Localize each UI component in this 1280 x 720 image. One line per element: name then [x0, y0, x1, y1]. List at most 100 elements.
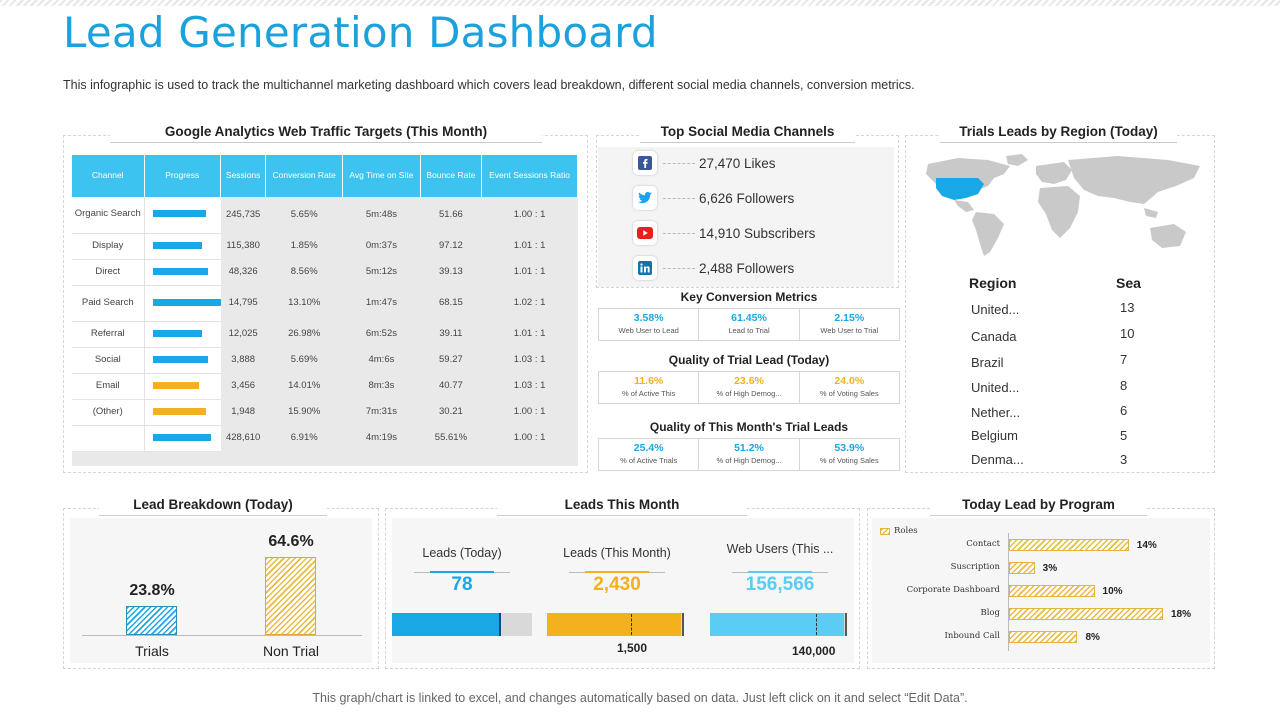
- arrow-icon: [663, 232, 695, 234]
- arrow-icon: [663, 267, 695, 269]
- ga-cell-sessions: 3,456: [231, 379, 256, 391]
- region-name: United...: [971, 302, 1020, 317]
- top-stripe: [0, 0, 1280, 6]
- ga-cell-channel: [72, 425, 145, 452]
- ga-cell-ratio: 1.01 : 1: [513, 327, 546, 339]
- ga-cell-sessions: 14,795: [228, 296, 258, 308]
- metric-cell: 53.9% % of Voting Sales: [800, 439, 899, 470]
- ga-row: Referral 12,025 26.98% 6m:52s 39.11 1.01 : 1: [72, 321, 578, 348]
- region-name: Belgium: [971, 428, 1018, 443]
- ga-cell-progress: [144, 233, 221, 260]
- social-row: 6,626 Followers: [633, 186, 794, 210]
- ga-cell-conv: 8.56%: [290, 265, 318, 277]
- region-value: 6: [1120, 403, 1128, 418]
- ga-cell-ratio: 1.03 : 1: [513, 379, 546, 391]
- ga-row: Email 3,456 14.01% 8m:3s 40.77 1.03 : 1: [72, 373, 578, 400]
- twitter-icon[interactable]: [633, 186, 657, 210]
- metric-cell: 3.58% Web User to Lead: [599, 309, 700, 340]
- ga-cell-bounce: 97.12: [439, 239, 463, 251]
- ga-col-header: Channel: [72, 155, 145, 197]
- footer-note: This graph/chart is linked to excel, and…: [312, 691, 968, 705]
- leads-marker: [682, 613, 684, 636]
- africa-shape: [1038, 186, 1080, 238]
- page-title: Lead Generation Dashboard: [63, 8, 658, 57]
- leads-bar-fill: [547, 613, 682, 636]
- quality-month-row: 25.4% % of Active Trials 51.2% % of High De…: [598, 438, 900, 471]
- youtube-icon[interactable]: [633, 221, 657, 245]
- ga-cell-channel: Direct: [72, 259, 145, 286]
- ga-cell-bounce: 40.77: [439, 379, 463, 391]
- program-category: Blog: [980, 608, 1000, 618]
- social-row: 2,488 Followers: [633, 256, 794, 280]
- region-name: Nether...: [971, 405, 1021, 420]
- metric-cell: 24.0% % of Voting Sales: [800, 372, 899, 403]
- region-value: 3: [1120, 452, 1128, 467]
- ga-cell-bounce: 68.15: [439, 296, 463, 308]
- ga-cell-channel: Organic Search: [72, 197, 145, 234]
- program-category: Suscription: [950, 562, 1000, 572]
- leads-month-title: Leads This Month: [497, 497, 747, 516]
- metric-value: 3.58%: [633, 312, 664, 324]
- ga-cell-progress: [144, 285, 221, 322]
- leads-value: 156,566: [745, 574, 815, 595]
- europe-shape: [1036, 162, 1072, 184]
- breakdown-label: Trials: [135, 643, 169, 659]
- ga-table-header: Channel Progress Sessions Conversion Rate Av…: [72, 155, 578, 197]
- region-value: 10: [1120, 326, 1135, 341]
- leads-month-bg: [392, 518, 854, 663]
- breakdown-bg: [70, 518, 372, 663]
- metric-cell: 61.45% Lead to Trial: [699, 309, 800, 340]
- metric-cell: 23.6% % of High Demog...: [699, 372, 800, 403]
- breakdown-pct: 64.6%: [268, 533, 314, 550]
- ga-cell-ratio: 1.00 : 1: [513, 431, 546, 443]
- quality-today-title: Quality of Trial Lead (Today): [668, 353, 830, 367]
- ga-col-header: Sessions: [220, 155, 267, 197]
- breakdown-baseline: [82, 635, 362, 636]
- ga-cell-channel: (Other): [72, 399, 145, 426]
- ga-row: Organic Search 245,735 5.65% 5m:48s 51.66 1.0…: [72, 197, 578, 234]
- ga-col-header: Avg Time on Site: [342, 155, 421, 197]
- target-marker: [631, 614, 632, 635]
- program-value: 3%: [1042, 563, 1058, 574]
- ga-cell-time: 1m:47s: [365, 296, 397, 308]
- page-subtitle: This infographic is used to track the mu…: [63, 78, 915, 92]
- leads-value: 2,430: [593, 574, 641, 595]
- ga-cell-sessions: 3,888: [231, 353, 256, 365]
- metric-cell: 51.2% % of High Demog...: [699, 439, 800, 470]
- ga-cell-conv: 13.10%: [288, 296, 321, 308]
- ga-cell-time: 4m:19s: [365, 431, 397, 443]
- ga-cell-conv: 14.01%: [288, 379, 321, 391]
- facebook-icon[interactable]: [633, 151, 657, 175]
- progress-bar: [152, 210, 207, 218]
- program-axis: [1008, 533, 1009, 651]
- leads-target: 140,000: [792, 644, 836, 658]
- ga-cell-progress: [144, 259, 221, 286]
- social-row: 14,910 Subscribers: [633, 221, 815, 245]
- ga-cell-conv: 1.85%: [290, 239, 318, 251]
- region-title: Trials Leads by Region (Today): [940, 124, 1177, 143]
- program-value: 10%: [1102, 586, 1123, 597]
- ga-cell-channel: Social: [72, 347, 145, 374]
- linkedin-icon[interactable]: [633, 256, 657, 280]
- ga-cell-sessions: 1,948: [231, 405, 256, 417]
- program-title: Today Lead by Program: [930, 497, 1147, 516]
- region-value: 5: [1120, 428, 1128, 443]
- ga-cell-bounce: 55.61%: [434, 431, 468, 443]
- ga-row: (Other) 1,948 15.90% 7m:31s 30.21 1.00 : 1: [72, 399, 578, 426]
- ga-row: 428,610 6.91% 4m:19s 55.61% 1.00 : 1: [72, 425, 578, 452]
- ga-table: Channel Progress Sessions Conversion Rate Av…: [72, 155, 578, 452]
- ga-cell-ratio: 1.00 : 1: [513, 208, 546, 220]
- ga-col-header: Conversion Rate: [265, 155, 344, 197]
- ga-row: Social 3,888 5.69% 4m:6s 59.27 1.03 : 1: [72, 347, 578, 374]
- program-value: 8%: [1085, 632, 1100, 643]
- region-value: 13: [1120, 300, 1135, 315]
- social-stat: 14,910 Subscribers: [699, 225, 816, 241]
- ga-cell-time: 0m:37s: [365, 239, 397, 251]
- social-stat: 6,626 Followers: [699, 190, 795, 206]
- metric-label: % of Active This: [622, 389, 676, 398]
- sea-col-header: Sea: [1116, 275, 1141, 291]
- legend-swatch: [880, 528, 890, 535]
- region-name: Brazil: [971, 355, 1004, 370]
- leads-accent-line: [430, 571, 494, 573]
- progress-bar: [152, 267, 209, 275]
